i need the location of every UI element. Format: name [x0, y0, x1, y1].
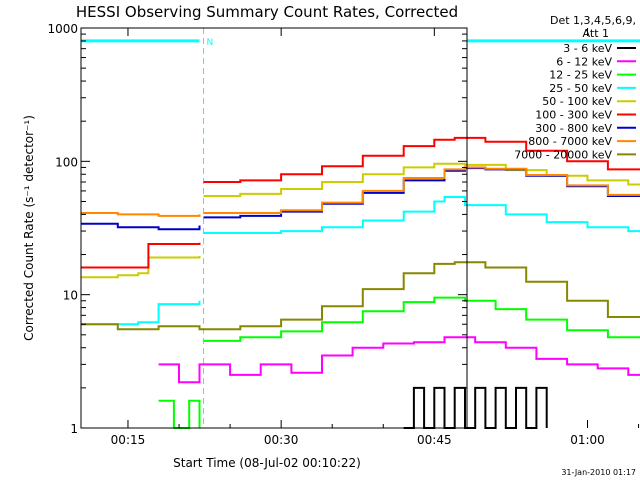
series-4-segment-0: [81, 256, 201, 279]
series-7-segment-0: [81, 212, 201, 217]
plot-frame: [80, 27, 468, 429]
legend-label-8: 7000 - 20000 keV: [514, 148, 612, 161]
legend-header-line2: Att 1: [583, 27, 609, 40]
timestamp: 31-Jan-2010 01:17: [561, 468, 636, 477]
series-8-segment-0: [81, 261, 640, 331]
y-tick-label-0: 1: [70, 422, 78, 436]
y-axis-label: Corrected Count Rate (s⁻¹ detector⁻¹): [22, 115, 36, 341]
x-tick-label-1: 00:30: [264, 433, 299, 447]
series-3-segment-0: [81, 300, 201, 326]
series-0-segment-0: [403, 386, 548, 429]
series-4-segment-1: [203, 162, 640, 197]
legend-label-3: 25 - 50 keV: [549, 82, 612, 95]
legend-label-1: 6 - 12 keV: [556, 55, 612, 68]
x-axis-label: Start Time (08-Jul-02 00:10:22): [173, 456, 361, 470]
x-tick-label-3: 01:00: [570, 433, 605, 447]
series-7-segment-1: [203, 166, 640, 214]
x-tick-label-2: 00:45: [417, 433, 452, 447]
x-tick-label-0: 00:15: [111, 433, 146, 447]
legend-label-4: 50 - 100 keV: [542, 95, 612, 108]
series-1-segment-0: [158, 336, 640, 384]
series-6-segment-0: [81, 222, 201, 231]
chart-title: HESSI Observing Summary Count Rates, Cor…: [76, 3, 458, 21]
legend-label-6: 300 - 800 keV: [535, 122, 612, 135]
legend-label-7: 800 - 7000 keV: [528, 135, 612, 148]
series-2-segment-0: [158, 399, 201, 429]
y-tick-label-1: 10: [63, 289, 78, 303]
legend-label-0: 3 - 6 keV: [563, 42, 612, 55]
legend-label-5: 100 - 300 keV: [535, 109, 612, 122]
y-tick-label-3: 1000: [47, 22, 78, 36]
series-2-segment-1: [203, 296, 640, 342]
y-axis: 1 10 100 1000: [47, 22, 467, 436]
series-5-segment-0: [81, 242, 201, 269]
y-tick-label-2: 100: [55, 155, 78, 169]
legend-label-2: 12 - 25 keV: [549, 69, 612, 82]
series-5-segment-1: [203, 136, 640, 183]
plot-area: N: [81, 28, 640, 429]
series-3-segment-1: [203, 196, 640, 234]
legend-header-line1: Det 1,3,4,5,6,9,: [550, 14, 636, 27]
night-label: N: [207, 38, 214, 48]
